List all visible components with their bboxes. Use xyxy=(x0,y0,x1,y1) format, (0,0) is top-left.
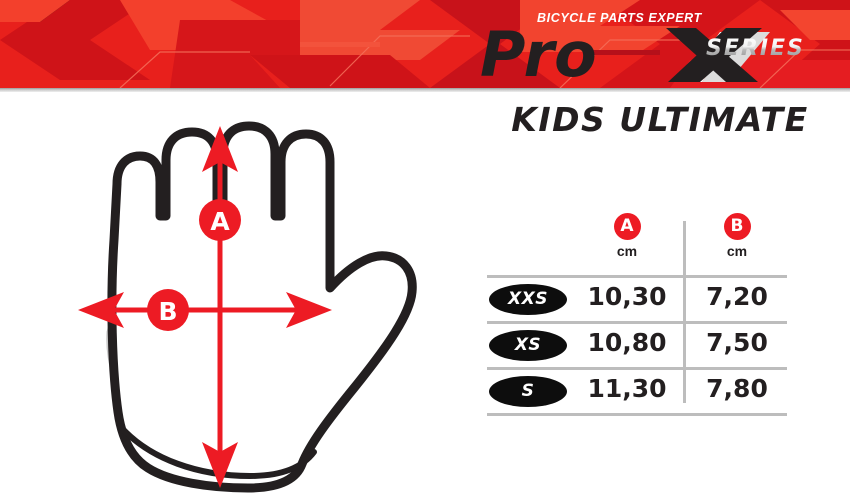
measure-b-arrow-left xyxy=(78,292,124,328)
size-badge: S xyxy=(489,376,567,407)
cell-b: 7,80 xyxy=(706,374,768,403)
table-rule-bottom xyxy=(487,413,787,416)
banner-separator xyxy=(0,88,850,92)
size-table: A cm B cm XXS 10,30 7,20 XS 10,80 7,50 S… xyxy=(487,213,787,416)
column-b-unit: cm xyxy=(726,243,748,259)
measure-b-arrow-right xyxy=(286,292,332,328)
measure-a-arrow-bottom xyxy=(202,442,238,488)
table-column-divider xyxy=(683,221,686,403)
table-rule xyxy=(487,321,787,324)
glove-cuff-line xyxy=(117,423,317,480)
table-row: S 11,30 7,80 xyxy=(487,370,787,413)
size-badge: XXS xyxy=(489,284,567,315)
table-row: XXS 10,30 7,20 xyxy=(487,278,787,321)
cell-b: 7,20 xyxy=(706,282,768,311)
prox-logo: Pro xyxy=(470,14,850,88)
table-header-col-b: B cm xyxy=(687,213,787,259)
measure-a-badge-label: A xyxy=(210,207,230,236)
prox-logo-mark: Pro xyxy=(480,18,770,88)
table-header-col-a: A cm xyxy=(577,213,677,259)
cell-b: 7,50 xyxy=(706,328,768,357)
measure-b-badge: B xyxy=(147,289,189,331)
cell-a: 11,30 xyxy=(587,374,667,403)
table-header: A cm B cm xyxy=(487,213,787,275)
measure-b-badge-label: B xyxy=(158,297,177,326)
measure-a-arrow-top xyxy=(202,126,238,172)
glove-outline xyxy=(107,121,417,493)
page-title: KIDS ULTIMATE xyxy=(511,100,809,139)
size-badge: XS xyxy=(489,330,567,361)
svg-text:Pro: Pro xyxy=(480,18,597,84)
table-rule xyxy=(487,367,787,370)
column-a-badge-icon: A xyxy=(613,213,641,240)
glove-diagram: A B xyxy=(70,120,430,495)
column-b-badge-icon: B xyxy=(723,213,751,240)
cell-a: 10,80 xyxy=(587,328,667,357)
cell-a: 10,30 xyxy=(587,282,667,311)
column-a-unit: cm xyxy=(616,243,638,259)
table-row: XS 10,80 7,50 xyxy=(487,324,787,367)
brand-tagline: BICYCLE PARTS EXPERT xyxy=(537,11,702,25)
measure-a-badge: A xyxy=(199,199,241,241)
series-badge: SERIES xyxy=(706,36,805,61)
header-banner: Pro BICYCLE PARTS EXPERT SERIES xyxy=(0,0,850,88)
glove-illustration: A B xyxy=(78,121,417,493)
table-rule-top xyxy=(487,275,787,278)
